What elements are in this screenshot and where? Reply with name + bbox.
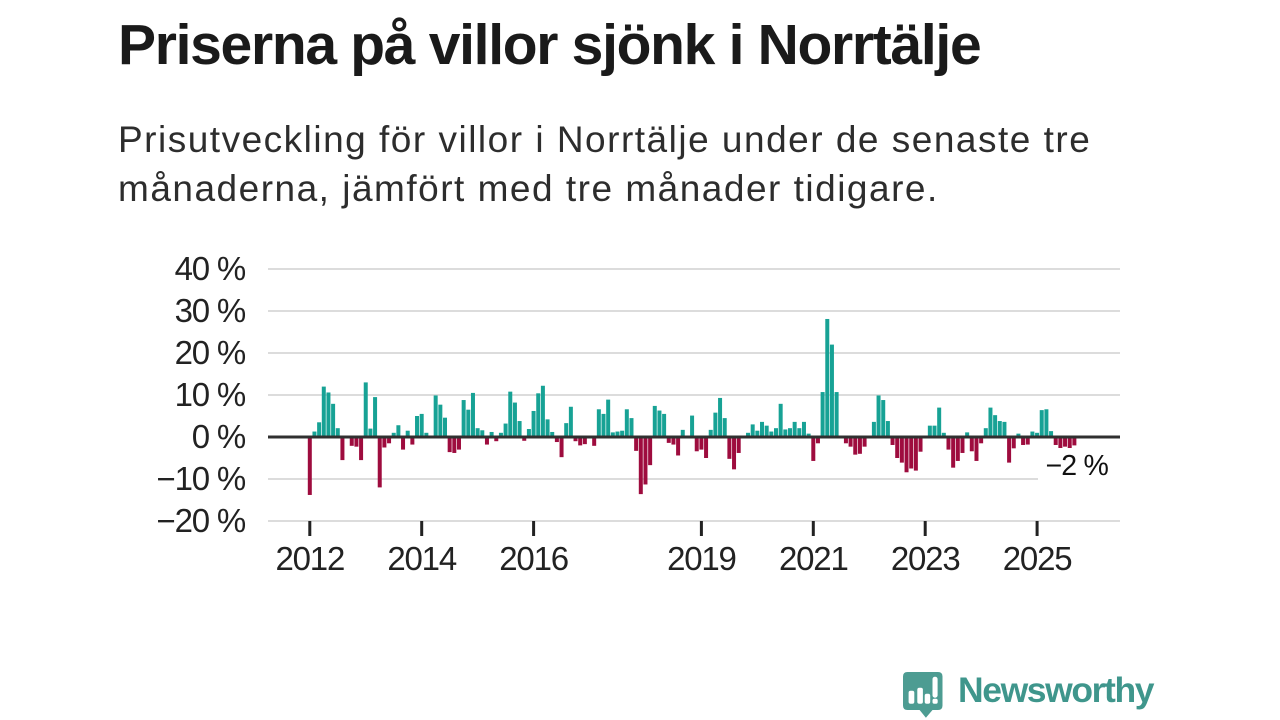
svg-text:Newsworthy: Newsworthy xyxy=(958,670,1155,710)
svg-text:2014: 2014 xyxy=(387,540,456,577)
svg-text:−2 %: −2 % xyxy=(1045,450,1108,482)
svg-text:2012: 2012 xyxy=(275,540,344,577)
svg-text:−20 %: −20 % xyxy=(157,502,246,539)
svg-text:20 %: 20 % xyxy=(175,334,246,371)
svg-text:−10 %: −10 % xyxy=(157,460,246,497)
svg-text:2021: 2021 xyxy=(779,540,848,577)
svg-text:2016: 2016 xyxy=(499,540,568,577)
svg-text:0 %: 0 % xyxy=(192,418,246,455)
svg-text:10 %: 10 % xyxy=(175,376,246,413)
svg-text:2023: 2023 xyxy=(891,540,960,577)
svg-text:40 %: 40 % xyxy=(175,250,246,287)
svg-text:2019: 2019 xyxy=(667,540,736,577)
svg-text:2025: 2025 xyxy=(1003,540,1072,577)
svg-text:30 %: 30 % xyxy=(175,292,246,329)
